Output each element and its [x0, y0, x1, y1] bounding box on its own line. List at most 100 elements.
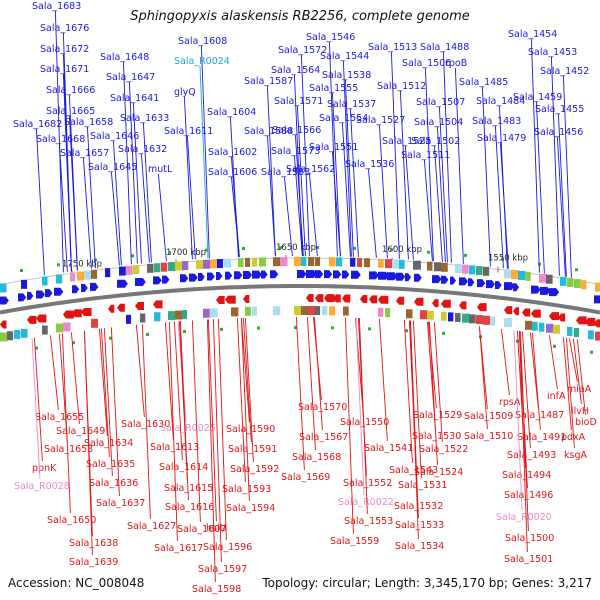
label-connector: [478, 326, 488, 430]
forward-gene: [18, 293, 27, 302]
label-connector: [128, 81, 138, 264]
reverse-gene-label: Sala_1510: [464, 431, 513, 442]
reverse-gene-label: Sala_1638: [69, 538, 118, 549]
label-connector: [519, 331, 529, 532]
label-connector: [164, 322, 174, 441]
marker: [220, 327, 223, 331]
label-connector: [409, 320, 419, 540]
forward-gene: [117, 279, 128, 288]
reverse-feature-block: [469, 314, 476, 324]
forward-gene: [387, 272, 398, 281]
label-connector: [562, 75, 572, 278]
marker: [242, 246, 245, 250]
label-connector: [300, 54, 310, 257]
reverse-gene: [441, 299, 451, 308]
label-connector: [568, 338, 578, 383]
forward-gene-label: Sala_1555: [309, 83, 358, 94]
forward-feature-block: [483, 266, 490, 276]
forward-gene-label: Sala_1513: [368, 42, 417, 53]
forward-gene-label: Sala_1551: [309, 142, 358, 153]
reverse-gene-label: Sala_1496: [504, 490, 553, 501]
reverse-gene-label: Sala_1596: [203, 542, 252, 553]
forward-gene-label: Sala_1527: [356, 115, 405, 126]
forward-feature-block: [294, 257, 302, 267]
marker: [131, 254, 134, 258]
marker: [279, 246, 282, 250]
forward-gene: [207, 272, 215, 281]
forward-feature-block: [196, 260, 203, 270]
reverse-gene: [243, 294, 250, 303]
forward-gene-label: Sala_1453: [528, 47, 577, 58]
label-connector: [349, 108, 359, 258]
reverse-gene-label: Sala_1594: [226, 503, 275, 514]
label-connector: [35, 128, 45, 276]
forward-gene-label: Sala_R0024: [174, 56, 230, 67]
reverse-feature-block: [406, 309, 413, 319]
label-connector: [557, 113, 567, 277]
forward-gene-label: Sala_1608: [178, 36, 227, 47]
marker: [390, 248, 393, 252]
forward-gene: [540, 286, 551, 295]
reverse-gene-label: Sala_1568: [292, 452, 341, 463]
marker: [516, 339, 519, 343]
forward-gene: [450, 276, 457, 285]
forward-feature-block: [392, 259, 400, 269]
label-connector: [344, 317, 354, 535]
label-connector: [100, 328, 110, 458]
forward-feature-block: [595, 282, 600, 292]
reverse-feature-block: [329, 306, 336, 316]
forward-gene: [468, 278, 475, 287]
forward-gene-label: Sala_1502: [411, 136, 460, 147]
reverse-feature-block: [91, 318, 98, 328]
label-connector: [556, 136, 566, 277]
forward-gene-label: Sala_1459: [513, 92, 562, 103]
forward-gene-label: Sala_1506: [402, 58, 451, 69]
forward-gene-label: Sala_1646: [90, 131, 139, 142]
forward-gene-label: Sala_1611: [164, 126, 213, 137]
forward-gene-label: Sala_1648: [100, 52, 149, 63]
accession-text: Accession: NC_008048: [8, 576, 145, 590]
forward-gene: [252, 270, 262, 279]
reverse-gene: [333, 294, 341, 303]
forward-feature-block: [147, 263, 154, 273]
reverse-gene: [63, 310, 74, 319]
label-connector: [191, 320, 201, 523]
forward-gene-label: Sala_1452: [540, 66, 589, 77]
forward-feature-block: [511, 270, 519, 280]
reverse-gene-label: Sala_1529: [413, 410, 462, 421]
reverse-feature-block: [126, 314, 132, 324]
marker: [257, 326, 260, 330]
forward-feature-block: [175, 261, 183, 271]
reverse-gene: [549, 312, 559, 321]
forward-gene-label: Sala_1536: [345, 159, 394, 170]
marker: [109, 336, 112, 340]
reverse-gene-label: Sala_1617: [154, 543, 203, 554]
forward-feature-block: [42, 276, 48, 286]
forward-gene-label: Sala_1573: [271, 146, 320, 157]
label-connector: [142, 122, 152, 263]
forward-feature-block: [399, 259, 405, 269]
label-connector: [157, 173, 167, 262]
forward-gene: [297, 270, 307, 279]
reverse-gene-label: Sala_1655: [35, 412, 84, 423]
reverse-feature-block: [301, 306, 309, 316]
reverse-feature-block: [0, 332, 8, 342]
reverse-gene-label: Sala_1500: [505, 533, 554, 544]
label-connector: [565, 337, 575, 449]
forward-gene: [225, 271, 233, 280]
marker: [353, 246, 356, 250]
label-connector: [516, 330, 526, 469]
label-connector: [355, 317, 365, 496]
reverse-gene-label: Sala_1630: [121, 419, 170, 430]
reverse-gene: [216, 296, 225, 305]
forward-feature-block: [413, 260, 421, 270]
forward-gene: [432, 275, 442, 284]
reverse-gene: [414, 297, 424, 306]
forward-gene: [333, 270, 342, 279]
forward-gene: [261, 270, 268, 279]
forward-feature-block: [574, 279, 581, 289]
label-connector: [141, 324, 151, 520]
forward-gene: [315, 270, 324, 279]
forward-feature-block: [238, 258, 244, 268]
reverse-gene-label: Sala_1534: [395, 541, 444, 552]
